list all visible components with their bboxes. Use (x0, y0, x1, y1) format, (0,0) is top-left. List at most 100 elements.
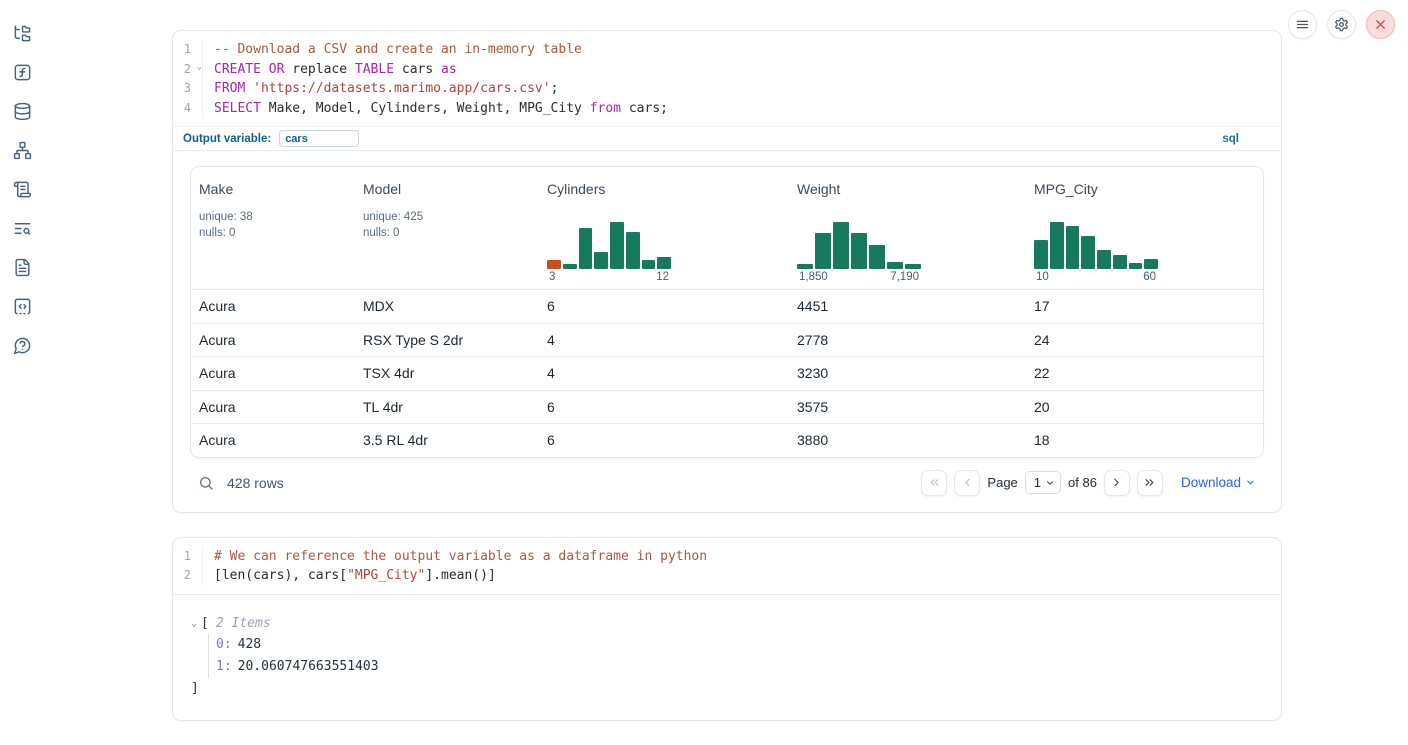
column-header-Model[interactable]: Model unique: 425 nulls: 0 (355, 167, 539, 289)
chevron-left-icon (965, 479, 970, 487)
histogram-bar[interactable] (1128, 263, 1143, 270)
line-number-gutter: 1 2 ⌄ 3 4 (173, 40, 203, 119)
column-header-Cylinders[interactable]: Cylinders 3 12 (539, 167, 789, 289)
histogram-bar[interactable] (1144, 259, 1158, 270)
table-cell: 3575 (797, 398, 829, 415)
first-page-button[interactable] (921, 469, 948, 496)
python-output-area: ⌄ [ 2 Items 0: 428 1: 20.060747663551403 ] (173, 594, 1281, 720)
histogram-bar[interactable] (1112, 255, 1127, 270)
column-header-Weight[interactable]: Weight 1,850 7,190 (789, 167, 1026, 289)
code-line[interactable]: SELECT Make, Model, Cylinders, Weight, M… (214, 100, 668, 116)
histogram-bar[interactable] (625, 231, 640, 270)
histogram-Weight[interactable]: 1,850 7,190 (797, 222, 921, 283)
table-cell: TSX 4dr (363, 365, 415, 382)
histogram-bar[interactable] (641, 259, 656, 270)
sql-code-editor[interactable]: 1 2 ⌄ 3 4 -- Download a CSV and create an in… (173, 31, 1281, 126)
histogram-bar[interactable] (1097, 249, 1111, 270)
database-icon[interactable] (11, 100, 33, 122)
fold-chevron-icon[interactable]: ⌄ (196, 61, 202, 72)
column-header-MPG_City[interactable]: MPG_City 10 60 (1026, 167, 1263, 289)
dependency-graph-icon[interactable] (11, 139, 33, 161)
table-cell: 4451 (797, 298, 829, 315)
language-badge-sql: sql (1222, 132, 1239, 145)
histogram-bar[interactable] (815, 232, 831, 270)
topbar-actions (1288, 10, 1395, 39)
page-select[interactable]: 1 (1024, 471, 1062, 495)
histogram-bar[interactable] (547, 259, 561, 270)
table-cell: 18 (1034, 432, 1050, 449)
code-lines[interactable]: -- Download a CSV and create an in-memor… (203, 40, 668, 118)
histogram-axis-labels: 10 60 (1036, 271, 1156, 284)
table-cell: MDX (363, 298, 395, 315)
code-line[interactable]: FROM 'https://datasets.marimo.app/cars.c… (214, 81, 559, 97)
settings-button[interactable] (1327, 10, 1356, 39)
histogram-bar[interactable] (851, 232, 867, 270)
histogram-bar[interactable] (887, 261, 903, 270)
table-cell: 22 (1034, 365, 1050, 382)
histogram-bar[interactable] (1049, 222, 1064, 270)
table-cell: 6 (547, 432, 555, 449)
row-count: 428 rows (227, 474, 284, 491)
column-name: MPG_City (1034, 181, 1098, 198)
documentation-icon[interactable] (11, 256, 33, 278)
table-cell: 20 (1034, 398, 1050, 415)
function-square-icon[interactable] (11, 61, 33, 83)
table-row[interactable]: Acura TSX 4dr 4 3230 22 (191, 356, 1263, 390)
column-header-Make[interactable]: Make unique: 38 nulls: 0 (191, 167, 355, 289)
next-page-button[interactable] (1103, 469, 1130, 496)
histogram-bar[interactable] (1081, 236, 1095, 270)
code-line[interactable]: CREATE OR replace TABLE cars as (214, 61, 457, 77)
line-number: 1 (183, 42, 191, 56)
histogram-bar[interactable] (869, 244, 885, 270)
help-chat-icon[interactable] (11, 334, 33, 356)
download-button[interactable]: Download (1181, 475, 1256, 490)
table-cell: Acura (199, 331, 236, 348)
line-number: 4 (183, 100, 191, 115)
column-name: Weight (797, 181, 841, 198)
code-line[interactable]: [len(cars), cars["MPG_City"].mean()] (214, 568, 496, 584)
table-body: Acura MDX 6 4451 17 Acura RSX Type S 2dr 4 2778 2… (191, 289, 1263, 457)
histogram-bar[interactable] (594, 251, 608, 270)
table-row[interactable]: Acura MDX 6 4451 17 (191, 289, 1263, 323)
table-row[interactable]: Acura TL 4dr 6 3575 20 (191, 389, 1263, 424)
shutdown-button[interactable] (1366, 10, 1395, 39)
histogram-bar[interactable] (610, 222, 624, 270)
last-page-button[interactable] (1136, 469, 1163, 496)
prev-page-button[interactable] (954, 469, 981, 496)
search-icon[interactable] (198, 475, 214, 491)
histogram-bar[interactable] (1034, 240, 1048, 270)
column-stats: unique: 425 nulls: 0 (363, 211, 424, 240)
pagination: Page 1 of 86 (921, 469, 1163, 496)
histogram-MPG_City[interactable]: 10 60 (1034, 222, 1158, 283)
code-line[interactable]: -- Download a CSV and create an in-memor… (214, 42, 582, 57)
notebook-menu-button[interactable] (1288, 10, 1317, 39)
code-line[interactable]: # We can reference the output variable a… (214, 548, 708, 564)
column-name: Model (363, 181, 402, 198)
text-search-icon[interactable] (11, 217, 33, 239)
open-bracket: [ (201, 615, 209, 631)
table-row[interactable]: Acura RSX Type S 2dr 4 2778 24 (191, 322, 1263, 357)
gear-icon (1335, 17, 1348, 32)
histogram-bar[interactable] (905, 263, 921, 270)
sql-cell: 1 2 ⌄ 3 4 -- Download a CSV and create an in… (172, 30, 1282, 513)
file-explorer-icon[interactable] (11, 22, 33, 44)
chevron-right-icon (1114, 479, 1120, 487)
code-lines[interactable]: # We can reference the output variable a… (203, 547, 707, 586)
histogram-Cylinders[interactable]: 3 12 (547, 222, 671, 283)
histogram-bar[interactable] (833, 222, 849, 270)
line-number: 1 (183, 548, 191, 563)
histogram-bar[interactable] (1065, 225, 1080, 270)
output-variable-input[interactable] (279, 130, 360, 148)
collapse-chevron-icon[interactable]: ⌄ (191, 617, 198, 629)
snippets-icon[interactable] (11, 295, 33, 317)
histogram-bar[interactable] (578, 228, 593, 270)
histogram-bar[interactable] (797, 263, 813, 270)
table-row[interactable]: Acura 3.5 RL 4dr 6 3880 18 (191, 423, 1263, 457)
data-table: Make unique: 38 nulls: 0 Model unique: 425 nu… (190, 166, 1264, 458)
page-total-label: of 86 (1068, 475, 1097, 491)
scroll-logs-icon[interactable] (11, 178, 33, 200)
tree-entry: 1: 20.060747663551403 (216, 659, 379, 675)
histogram-bar[interactable] (562, 263, 577, 270)
histogram-bar[interactable] (657, 257, 671, 270)
